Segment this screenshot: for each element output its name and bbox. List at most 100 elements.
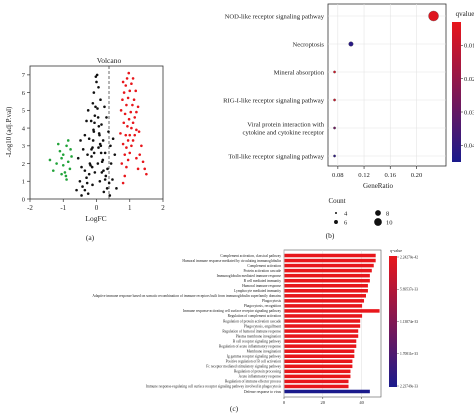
volcano-point-up <box>131 121 135 125</box>
volcano-point-ns <box>97 85 100 89</box>
volcano-point-ns <box>103 178 107 181</box>
volcano-point-ns <box>98 179 102 183</box>
volcano-point-ns <box>105 116 108 119</box>
bar-category-label: Complement activation, classical pathway <box>220 254 281 259</box>
volcano-point-ns <box>86 153 89 156</box>
enrichment-dot <box>428 10 439 22</box>
panel-b-color-bar <box>452 22 461 162</box>
bar <box>284 329 359 333</box>
panel-c-label: (c) <box>230 404 239 413</box>
bar <box>284 364 353 369</box>
volcano-point-up <box>137 130 141 133</box>
bar <box>284 344 357 348</box>
volcano-point-ns <box>80 165 83 169</box>
enrichment-dot <box>333 126 336 130</box>
y-tick-label: 5 <box>22 108 25 115</box>
volcano-point-ns <box>100 171 104 174</box>
volcano-point-ns <box>91 183 94 187</box>
volcano-point-up <box>120 162 124 165</box>
volcano-point-ns <box>99 98 102 101</box>
volcano-point-up <box>128 89 132 93</box>
volcano-point-up <box>130 126 133 130</box>
bar-category-label: Immune response-activating cell surface … <box>183 309 281 313</box>
volcano-point-up <box>128 151 132 155</box>
volcano-point-ns <box>100 123 103 126</box>
volcano-point-up <box>121 142 125 146</box>
color-bar-tick-label: 1.13874e-33 <box>400 320 418 324</box>
bar-category-label: Protein activation cascade <box>243 269 281 273</box>
bar-category-label: B cell receptor signaling pathway <box>233 339 282 343</box>
color-bar-tick-label: 1.70811e-33 <box>400 352 418 356</box>
bar <box>284 354 355 358</box>
size-legend-label: 4 <box>344 210 348 217</box>
y-tick-label: 0 <box>22 196 25 203</box>
volcano-point-ns <box>95 80 98 84</box>
x-tick-label: 0.16 <box>385 172 397 179</box>
bar <box>284 263 374 268</box>
volcano-point-down <box>60 156 63 160</box>
volcano-point-ns <box>79 139 82 142</box>
volcano-point-down <box>65 144 68 148</box>
volcano-point-ns <box>89 119 93 123</box>
volcano-point-ns <box>99 151 103 155</box>
category-label: RIG-I-like receptor signaling pathway <box>223 97 325 104</box>
bar-category-label: Lymphocyte mediated immunity <box>234 289 281 293</box>
size-legend-dot <box>334 220 338 224</box>
volcano-point-up <box>125 77 129 80</box>
volcano-point-up <box>127 71 131 75</box>
volcano-point-up <box>131 139 135 142</box>
volcano-point-up <box>136 105 140 109</box>
volcano-point-ns <box>80 194 83 197</box>
bar <box>284 289 368 293</box>
volcano-point-up <box>124 84 128 87</box>
volcano-point-up <box>134 89 138 93</box>
y-tick-label: 7 <box>22 72 26 79</box>
bar-category-label: Regulation of immune effector process <box>225 380 282 384</box>
category-label: Mineral absorption <box>274 69 325 76</box>
volcano-point-ns <box>107 130 110 133</box>
bar <box>284 319 361 323</box>
bar <box>284 384 349 389</box>
volcano-point-down <box>63 171 67 174</box>
y-tick-label: 1 <box>22 179 25 186</box>
bar-category-label: Regulation of protein processing <box>234 370 281 374</box>
volcano-point-ns <box>96 162 100 165</box>
volcano-point-down <box>69 148 72 151</box>
bar-category-label: Plasma membrane invagination <box>236 334 282 338</box>
enrichment-dot <box>333 154 336 158</box>
volcano-point-ns <box>83 169 87 172</box>
volcano-point-up <box>132 98 136 101</box>
bar-category-label: Phagocytosis, engulfment <box>244 324 281 329</box>
volcano-point-down <box>56 142 60 146</box>
volcano-point-up <box>127 117 131 121</box>
volcano-point-ns <box>86 192 90 195</box>
panel-b-x-axis-label: GeneRatio <box>363 182 393 190</box>
volcano-point-ns <box>93 114 97 117</box>
bar <box>284 334 359 338</box>
volcano-point-ns <box>115 187 118 190</box>
size-legend-dot <box>374 218 382 226</box>
volcano-point-up <box>133 116 137 119</box>
volcano-point-ns <box>90 155 93 158</box>
bar-category-label: Membrane invagination <box>247 349 282 353</box>
volcano-point-ns <box>91 139 95 142</box>
enrichment-dot <box>333 98 336 102</box>
volcano-point-ns <box>101 158 105 162</box>
volcano-point-ns <box>92 151 96 155</box>
volcano-point-up <box>130 82 133 86</box>
volcano-point-up <box>133 133 137 137</box>
volcano-point-up <box>126 124 129 128</box>
x-tick-label: 40 <box>359 400 364 405</box>
size-legend-label: 8 <box>386 210 389 217</box>
volcano-point-up <box>135 128 138 132</box>
volcano-point-down <box>58 149 62 153</box>
size-legend-label: 6 <box>344 219 348 226</box>
volcano-point-ns <box>105 187 109 190</box>
volcano-point-ns <box>85 176 88 180</box>
panel-a-y-axis-label: -Log10 (adj.P.val) <box>5 106 13 157</box>
volcano-point-up <box>121 181 125 185</box>
volcano-point-ns <box>93 121 96 125</box>
x-tick-label: 2 <box>161 204 165 212</box>
color-bar-tick-label: 0.03 <box>464 109 474 116</box>
